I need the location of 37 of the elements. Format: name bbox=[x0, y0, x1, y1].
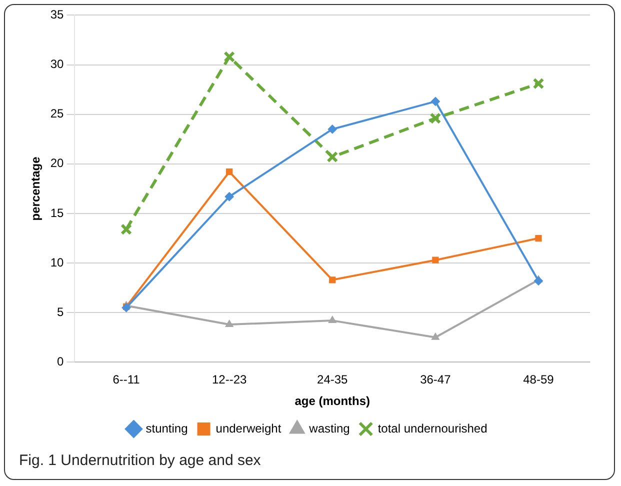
x-tick-label: 48-59 bbox=[523, 372, 554, 387]
point bbox=[535, 234, 542, 242]
legend-label: wasting bbox=[308, 421, 350, 436]
point bbox=[122, 303, 131, 312]
x-axis-title: age (months) bbox=[294, 394, 370, 408]
point bbox=[328, 124, 337, 134]
point bbox=[120, 224, 132, 236]
y-tick-label: 25 bbox=[50, 106, 64, 121]
point bbox=[326, 151, 338, 163]
point bbox=[224, 51, 236, 63]
y-tick-label: 0 bbox=[57, 354, 64, 369]
caption: Fig. 1 Undernutrition by age and sex bbox=[19, 452, 261, 469]
point bbox=[430, 96, 440, 106]
point bbox=[225, 320, 234, 328]
y-tick-label: 10 bbox=[50, 255, 64, 270]
x-tick-label: 6--11 bbox=[112, 372, 140, 387]
point bbox=[534, 276, 543, 286]
y-tick-label: 5 bbox=[57, 304, 64, 319]
point bbox=[430, 112, 442, 124]
point bbox=[432, 256, 439, 264]
x-tick-label: 24-35 bbox=[317, 372, 348, 387]
point bbox=[328, 316, 336, 324]
y-tick-label: 35 bbox=[50, 8, 64, 22]
point bbox=[431, 332, 440, 340]
point bbox=[226, 168, 233, 176]
y-tick-label: 30 bbox=[50, 57, 64, 72]
legend-label: stunting bbox=[146, 421, 188, 436]
y-axis-title: percentage bbox=[28, 156, 43, 221]
y-tick-label: 15 bbox=[50, 206, 64, 220]
point bbox=[224, 192, 234, 202]
x-tick-label: 12--23 bbox=[212, 372, 247, 387]
point bbox=[329, 276, 336, 284]
legend-label: total undernourished bbox=[378, 421, 488, 436]
legend-label: underweight bbox=[216, 421, 282, 436]
x-tick-label: 36-47 bbox=[420, 372, 452, 387]
y-tick-label: 20 bbox=[50, 156, 64, 170]
point bbox=[532, 78, 544, 90]
